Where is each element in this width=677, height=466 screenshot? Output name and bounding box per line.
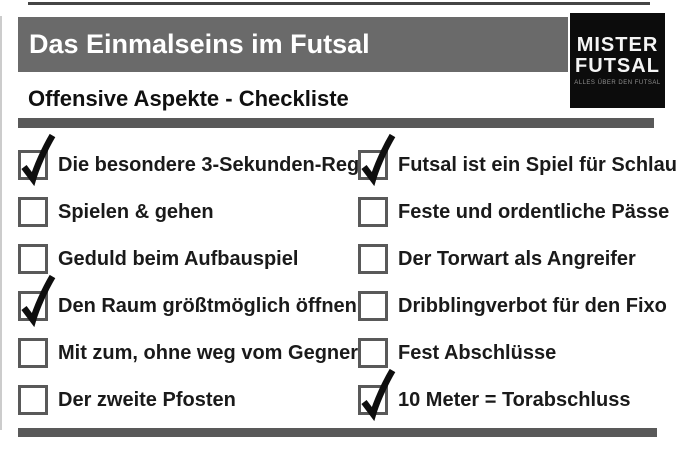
mister-futsal-logo: MISTER FUTSAL ALLES ÜBER DEN FUTSAL	[570, 13, 665, 108]
checklist-item-label: Spielen & gehen	[58, 200, 214, 223]
checklist-row: 10 Meter = Torabschluss	[358, 368, 677, 423]
header-bar: Das Einmalseins im Futsal	[18, 17, 568, 72]
checklist-row: Dribblingverbot für den Fixo	[358, 282, 677, 329]
section-subtitle: Offensive Aspekte - Checkliste	[28, 86, 349, 111]
checkbox[interactable]	[18, 133, 56, 186]
checklist-column-right: Futsal ist ein Spiel für Schlaue Feste u…	[358, 133, 677, 423]
checklist-row: Mit zum, ohne weg vom Gegner	[18, 329, 358, 376]
checkmark-icon	[361, 368, 396, 421]
checkbox[interactable]	[358, 133, 396, 186]
checkmark-icon	[21, 274, 56, 327]
checklist-item-label: 10 Meter = Torabschluss	[398, 388, 631, 411]
bottom-divider-bar	[18, 428, 657, 437]
checkbox[interactable]	[18, 274, 56, 327]
checklist-row: Der Torwart als Angreifer	[358, 235, 677, 282]
checkbox[interactable]	[18, 196, 48, 227]
checklist-column-left: Die besondere 3-Sekunden-Regel Spielen &…	[18, 133, 376, 423]
left-border-line	[0, 16, 2, 430]
checkbox[interactable]	[18, 337, 48, 368]
checkmark-icon	[21, 133, 56, 186]
checklist-item-label: Dribblingverbot für den Fixo	[398, 294, 667, 317]
checkbox[interactable]	[18, 384, 48, 415]
checklist-item-label: Feste und ordentliche Pässe	[398, 200, 670, 223]
logo-tagline: ALLES ÜBER DEN FUTSAL	[574, 80, 661, 86]
logo-text-line1: MISTER	[576, 34, 659, 56]
checkbox[interactable]	[358, 368, 396, 421]
checkbox[interactable]	[358, 243, 388, 274]
checklist-row: Fest Abschlüsse	[358, 329, 677, 376]
checkbox[interactable]	[18, 243, 48, 274]
checklist-row: Der zweite Pfosten	[18, 376, 338, 423]
checkmark-icon	[361, 133, 396, 186]
checklist-item-label: Mit zum, ohne weg vom Gegner	[58, 341, 359, 364]
checklist-item-label: Fest Abschlüsse	[398, 341, 557, 364]
checkbox[interactable]	[358, 290, 388, 321]
checklist-row: Den Raum größtmöglich öffnen	[18, 274, 357, 329]
checklist-item-label: Die besondere 3-Sekunden-Regel	[58, 153, 376, 176]
checklist-item-label: Der Torwart als Angreifer	[398, 247, 636, 270]
checkbox[interactable]	[358, 196, 388, 227]
page-title: Das Einmalseins im Futsal	[29, 29, 370, 59]
checklist-item-label: Geduld beim Aufbauspiel	[58, 247, 299, 270]
checkbox[interactable]	[358, 337, 388, 368]
checklist-row: Geduld beim Aufbauspiel	[18, 235, 338, 282]
checklist-row: Die besondere 3-Sekunden-Regel	[18, 133, 376, 188]
top-border-line	[28, 2, 650, 5]
checklist-item-label: Den Raum größtmöglich öffnen	[58, 294, 357, 317]
checklist-row: Futsal ist ein Spiel für Schlaue	[358, 133, 677, 188]
checklist-row: Feste und ordentliche Pässe	[358, 188, 677, 235]
logo-text-line2: FUTSAL	[575, 55, 660, 77]
checklist-item-label: Futsal ist ein Spiel für Schlaue	[398, 153, 677, 176]
subtitle-divider-bar	[18, 118, 654, 128]
checklist-item-label: Der zweite Pfosten	[58, 388, 236, 411]
checklist-row: Spielen & gehen	[18, 188, 338, 235]
